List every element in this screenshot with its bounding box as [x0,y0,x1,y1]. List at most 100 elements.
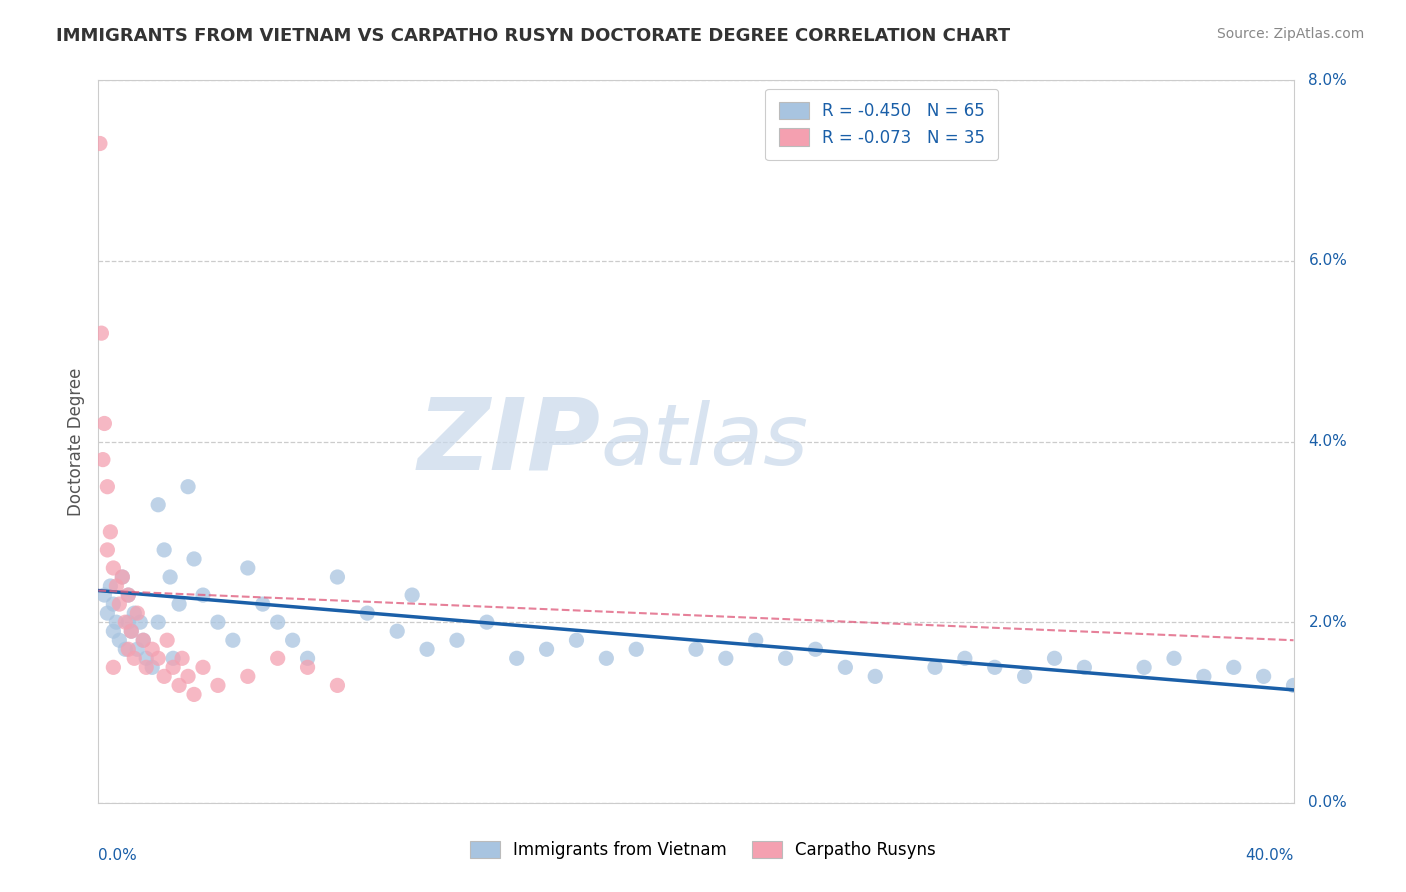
Point [222,633,245,648]
Point [252,597,274,611]
Point [834,660,856,674]
Point [595,651,617,665]
Point [96,606,118,620]
Point [1043,651,1066,665]
Point [98,524,122,539]
Text: 4.0%: 4.0% [1309,434,1347,449]
Point [506,651,529,665]
Point [1253,669,1275,683]
Point [114,642,136,657]
Y-axis label: Doctorate Degree: Doctorate Degree [66,368,84,516]
Point [132,633,155,648]
Point [148,651,170,665]
Point [124,606,146,620]
Point [105,579,128,593]
Point [103,660,125,674]
Legend: R = -0.450   N = 65, R = -0.073   N = 35: R = -0.450 N = 65, R = -0.073 N = 35 [765,88,998,160]
Point [297,660,319,674]
Point [108,633,131,648]
Point [924,660,946,674]
Point [153,669,176,683]
Text: ZIP: ZIP [418,393,600,490]
Point [984,660,1007,674]
Point [416,642,439,657]
Point [475,615,498,630]
Point [236,561,259,575]
Point [167,597,190,611]
Point [156,633,179,648]
Point [96,542,118,557]
Point [93,588,115,602]
Legend: Immigrants from Vietnam, Carpatho Rusyns: Immigrants from Vietnam, Carpatho Rusyns [463,834,943,866]
Point [385,624,409,639]
Text: 2.0%: 2.0% [1309,615,1347,630]
Point [267,615,290,630]
Point [281,633,304,648]
Point [626,642,648,657]
Point [93,417,115,431]
Point [267,651,290,665]
Point [129,615,152,630]
Point [172,651,194,665]
Text: 0.0%: 0.0% [98,848,138,863]
Point [326,570,349,584]
Point [111,570,134,584]
Point [191,660,214,674]
Point [207,615,229,630]
Point [162,651,184,665]
Point [401,588,423,602]
Point [148,498,170,512]
Point [103,561,125,575]
Text: 6.0%: 6.0% [1309,253,1347,268]
Point [745,633,768,648]
Point [153,542,176,557]
Point [117,588,139,602]
Point [565,633,588,648]
Point [804,642,827,657]
Point [127,642,149,657]
Point [135,660,157,674]
Point [148,615,170,630]
Point [446,633,468,648]
Point [98,579,122,593]
Text: atlas: atlas [600,400,808,483]
Point [135,651,157,665]
Point [117,642,139,657]
Text: IMMIGRANTS FROM VIETNAM VS CARPATHO RUSYN DOCTORATE DEGREE CORRELATION CHART: IMMIGRANTS FROM VIETNAM VS CARPATHO RUSY… [56,27,1011,45]
Text: Source: ZipAtlas.com: Source: ZipAtlas.com [1216,27,1364,41]
Point [685,642,707,657]
Point [117,588,139,602]
Point [177,669,200,683]
Point [1163,651,1185,665]
Text: 8.0%: 8.0% [1309,73,1347,87]
Point [865,669,887,683]
Point [89,136,111,151]
Point [1133,660,1156,674]
Point [714,651,737,665]
Point [775,651,797,665]
Point [111,570,134,584]
Point [191,588,214,602]
Point [103,624,125,639]
Point [183,552,205,566]
Point [297,651,319,665]
Point [141,642,163,657]
Point [127,606,149,620]
Point [141,660,163,674]
Point [114,615,136,630]
Point [90,326,112,340]
Point [536,642,558,657]
Point [1223,660,1246,674]
Point [96,480,118,494]
Point [132,633,155,648]
Point [1282,678,1305,692]
Point [105,615,128,630]
Point [356,606,378,620]
Point [120,624,142,639]
Point [120,624,142,639]
Point [117,615,139,630]
Point [103,597,125,611]
Point [177,480,200,494]
Point [953,651,976,665]
Point [124,651,146,665]
